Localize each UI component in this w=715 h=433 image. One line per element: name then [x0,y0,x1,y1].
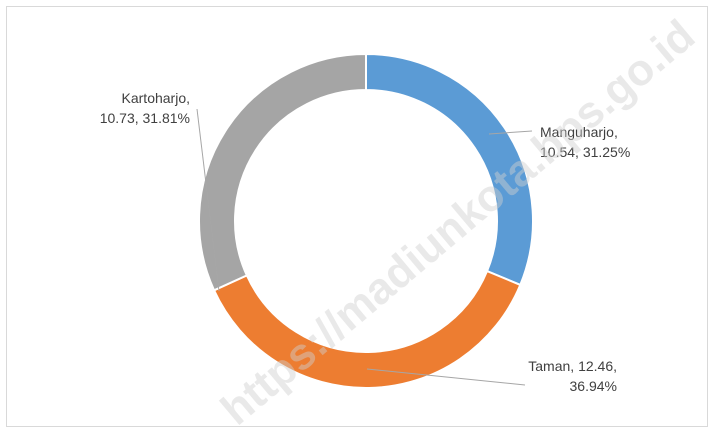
leader-line-taman [366,368,526,386]
leader-line-manguharjo [488,130,533,135]
leader-lines [196,108,533,386]
watermark-text: https://madiunkota.bps.go.id [212,11,704,428]
donut-chart: Manguharjo, 10.54, 31.25% Taman, 12.46, 36.… [100,11,704,428]
donut-slice-kartoharjo [198,52,367,292]
data-label-taman: Taman, 12.46, 36.94% [528,358,617,394]
donut-slices [198,52,534,389]
data-label-kartoharjo: Kartoharjo, 10.73, 31.81% [100,90,190,126]
chart-frame: Manguharjo, 10.54, 31.25% Taman, 12.46, 36.… [6,6,708,428]
data-labels: Manguharjo, 10.54, 31.25% Taman, 12.46, 36.… [100,90,631,394]
data-label-manguharjo: Manguharjo, 10.54, 31.25% [540,124,630,160]
leader-line-kartoharjo [196,108,220,292]
